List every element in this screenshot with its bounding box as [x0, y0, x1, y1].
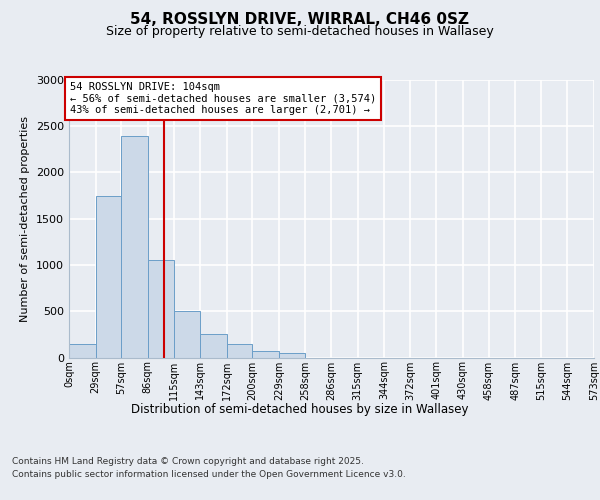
Text: Distribution of semi-detached houses by size in Wallasey: Distribution of semi-detached houses by …: [131, 402, 469, 415]
Bar: [279, 353, 305, 358]
Bar: [148, 260, 175, 358]
Bar: [252, 350, 279, 358]
Bar: [95, 196, 121, 358]
Bar: [175, 311, 200, 358]
Text: Size of property relative to semi-detached houses in Wallasey: Size of property relative to semi-detach…: [106, 25, 494, 38]
Bar: [200, 334, 227, 357]
Text: Contains public sector information licensed under the Open Government Licence v3: Contains public sector information licen…: [12, 470, 406, 479]
Text: Contains HM Land Registry data © Crown copyright and database right 2025.: Contains HM Land Registry data © Crown c…: [12, 458, 364, 466]
Bar: [69, 344, 95, 357]
Text: 54 ROSSLYN DRIVE: 104sqm
← 56% of semi-detached houses are smaller (3,574)
43% o: 54 ROSSLYN DRIVE: 104sqm ← 56% of semi-d…: [70, 82, 376, 115]
Bar: [121, 136, 148, 358]
Y-axis label: Number of semi-detached properties: Number of semi-detached properties: [20, 116, 31, 322]
Bar: [227, 344, 252, 357]
Text: 54, ROSSLYN DRIVE, WIRRAL, CH46 0SZ: 54, ROSSLYN DRIVE, WIRRAL, CH46 0SZ: [131, 12, 470, 28]
